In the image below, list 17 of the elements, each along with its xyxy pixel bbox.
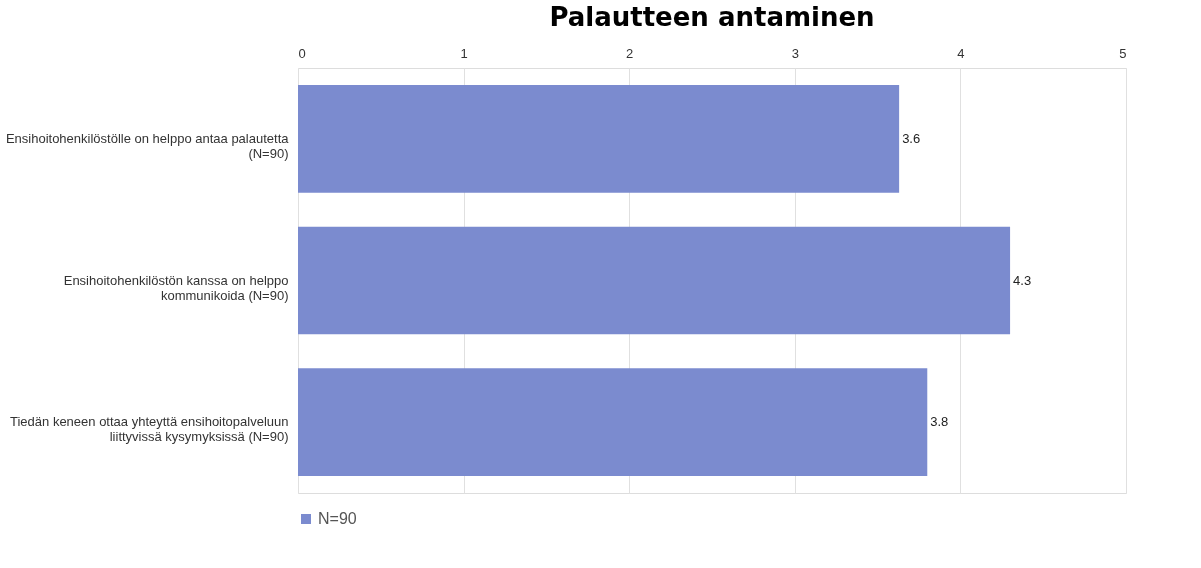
bar (298, 85, 900, 193)
x-tick-label: 2 (626, 45, 634, 61)
x-tick-label: 1 (460, 45, 468, 61)
legend-label: N=90 (318, 510, 357, 527)
y-tick-label: Ensihoitohenkilöstölle on helppo antaa palautetta (N=90) (5, 130, 290, 161)
x-tick-label: 0 (298, 45, 306, 61)
data-label: 4.3 (1013, 272, 1032, 288)
data-label: 3.8 (930, 414, 949, 430)
bar (298, 226, 1011, 335)
bar (298, 368, 928, 476)
x-tick-label: 5 (1119, 45, 1127, 61)
y-tick-label: Ensihoitohenkilöstön kanssa on helppo kommunikoida (N=90) (63, 272, 289, 303)
data-label: 3.6 (902, 130, 921, 146)
y-tick-label: Tiedän keneen ottaa yhteyttä ensihoitopalveluun liittyvissä kysymyksissä (N=90) (10, 414, 289, 445)
chart-title: Palautteen antaminen (549, 2, 875, 32)
x-tick-label: 3 (791, 45, 799, 61)
x-tick-label: 4 (957, 45, 965, 61)
